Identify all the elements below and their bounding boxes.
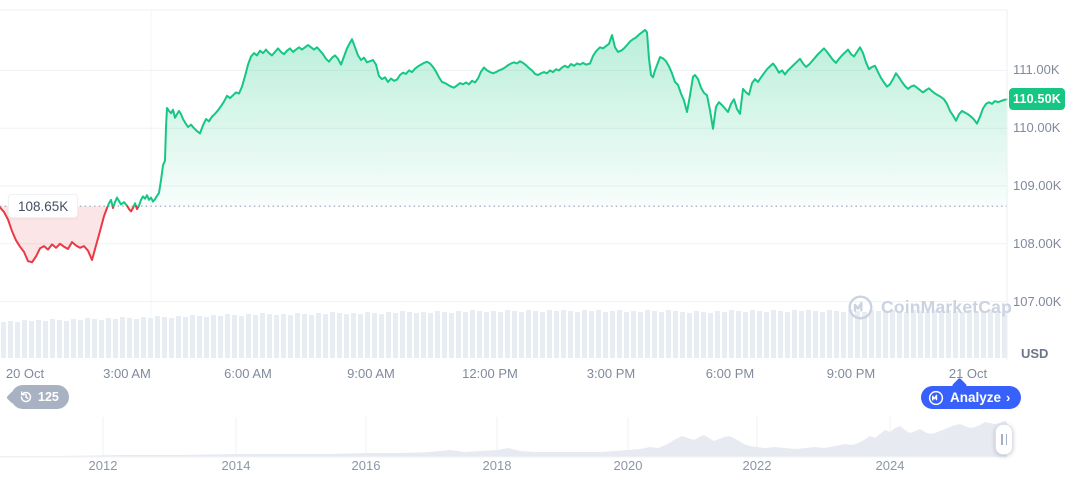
y-axis-label: 108.00K: [1013, 235, 1062, 251]
coinmarketcap-logo-icon: [928, 390, 944, 405]
y-axis-label: 111.00K: [1013, 62, 1060, 78]
reference-price-value: 108.65K: [18, 198, 69, 214]
x-axis-label: 9:00 PM: [826, 366, 876, 381]
x-axis-label: 3:00 AM: [103, 366, 151, 381]
x-axis-label: 12:00 PM: [462, 366, 518, 381]
navigator-year-label: 2020: [613, 458, 643, 473]
watermark-text: CoinMarketCap: [881, 297, 1012, 317]
coinmarketcap-logo-icon: [848, 295, 873, 320]
y-axis-label: 107.00K: [1013, 293, 1062, 309]
chevron-right-icon: ›: [1006, 390, 1011, 405]
navigator-year-label: 2012: [88, 458, 118, 473]
navigator-year-label: 2024: [875, 458, 905, 473]
navigator-year-label: 2022: [742, 458, 772, 473]
x-axis-label: 9:00 AM: [347, 366, 395, 381]
price-chart[interactable]: [0, 0, 1072, 362]
navigator-year-label: 2016: [351, 458, 381, 473]
x-axis-label: 6:00 PM: [705, 366, 755, 381]
x-axis-label: 20 Oct: [5, 366, 45, 381]
current-price-value: 110.50K: [1013, 92, 1061, 106]
analyze-label: Analyze: [950, 390, 1002, 405]
timeline-navigator[interactable]: [0, 413, 1072, 459]
drag-handle-icon: [1005, 434, 1007, 445]
navigator-handle[interactable]: [995, 424, 1013, 455]
countdown-badge[interactable]: 125: [11, 385, 69, 409]
x-axis-label: 21 Oct: [948, 366, 988, 381]
y-axis-label: 110.00K: [1013, 120, 1061, 136]
navigator-year-label: 2018: [482, 458, 512, 473]
x-axis-label: 6:00 AM: [224, 366, 272, 381]
analyze-button[interactable]: Analyze ›: [921, 386, 1022, 409]
x-axis-label: 3:00 PM: [586, 366, 636, 381]
currency-label: USD: [1021, 346, 1049, 361]
navigator-year-label: 2014: [221, 458, 251, 473]
countdown-value: 125: [38, 390, 59, 404]
watermark: CoinMarketCap: [847, 294, 1012, 321]
history-icon: [20, 391, 32, 403]
reference-price-label: 108.65K: [8, 194, 79, 218]
drag-handle-icon: [1001, 434, 1003, 445]
y-axis-label: 109.00K: [1013, 178, 1062, 193]
current-price-badge: 110.50K: [1009, 88, 1065, 110]
